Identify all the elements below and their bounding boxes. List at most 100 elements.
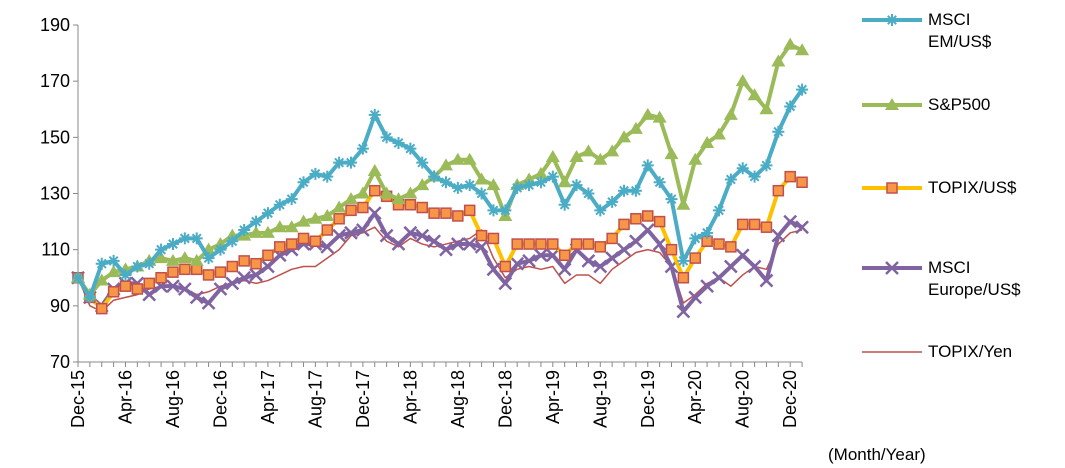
marker bbox=[628, 121, 643, 134]
marker bbox=[142, 287, 157, 302]
marker bbox=[451, 181, 464, 194]
y-tick-label: 190 bbox=[40, 15, 70, 35]
marker bbox=[154, 251, 169, 264]
marker bbox=[713, 238, 725, 250]
marker bbox=[415, 228, 430, 243]
x-tick-label: Apr-18 bbox=[400, 370, 420, 424]
x-tick-label: Aug-19 bbox=[590, 370, 610, 428]
marker bbox=[344, 192, 359, 205]
marker bbox=[747, 88, 762, 101]
marker bbox=[450, 237, 465, 251]
x-tick-label: Dec-15 bbox=[68, 370, 88, 428]
marker bbox=[238, 224, 251, 237]
marker bbox=[523, 179, 536, 192]
marker bbox=[475, 229, 488, 242]
marker bbox=[285, 238, 298, 250]
marker bbox=[285, 193, 298, 206]
marker bbox=[415, 178, 430, 191]
marker bbox=[177, 282, 192, 296]
marker bbox=[379, 186, 394, 199]
marker bbox=[474, 172, 489, 185]
marker bbox=[725, 241, 737, 253]
marker bbox=[557, 262, 572, 277]
marker bbox=[570, 179, 583, 192]
marker bbox=[416, 201, 428, 214]
marker bbox=[772, 184, 785, 197]
marker bbox=[759, 273, 774, 288]
marker bbox=[131, 260, 144, 273]
marker bbox=[178, 232, 191, 245]
marker bbox=[771, 228, 786, 243]
marker bbox=[226, 235, 239, 248]
marker bbox=[534, 248, 548, 263]
marker bbox=[499, 260, 512, 273]
marker bbox=[333, 213, 345, 225]
marker bbox=[332, 228, 347, 243]
marker bbox=[617, 130, 632, 143]
marker bbox=[665, 193, 678, 206]
marker bbox=[83, 291, 96, 304]
marker bbox=[487, 232, 500, 245]
marker bbox=[463, 204, 476, 217]
y-tick-label: 90 bbox=[50, 296, 70, 316]
marker bbox=[594, 241, 607, 253]
x-tick-label: Apr-20 bbox=[685, 370, 705, 424]
marker bbox=[119, 280, 132, 292]
marker bbox=[167, 266, 179, 278]
marker bbox=[284, 220, 299, 233]
marker bbox=[700, 135, 715, 148]
marker bbox=[143, 257, 156, 270]
marker bbox=[345, 156, 358, 169]
legend-label: TOPIX/Yen bbox=[928, 342, 1013, 361]
marker bbox=[438, 158, 453, 171]
legend-label: MSCI EM/US$ bbox=[928, 10, 992, 51]
marker bbox=[605, 251, 620, 265]
x-tick-label: Apr-19 bbox=[543, 370, 563, 424]
marker bbox=[547, 238, 559, 250]
marker bbox=[166, 279, 180, 294]
marker bbox=[357, 201, 369, 214]
marker bbox=[581, 144, 596, 157]
marker bbox=[795, 43, 810, 56]
legend-marker bbox=[885, 98, 899, 110]
marker bbox=[594, 204, 607, 217]
marker bbox=[463, 179, 476, 192]
marker bbox=[380, 131, 393, 144]
marker bbox=[250, 215, 263, 228]
marker bbox=[475, 187, 488, 200]
marker bbox=[688, 290, 703, 305]
marker bbox=[190, 232, 203, 245]
marker bbox=[748, 170, 761, 183]
marker bbox=[652, 110, 667, 123]
marker bbox=[511, 238, 523, 250]
marker bbox=[593, 152, 608, 165]
marker bbox=[237, 270, 252, 285]
marker bbox=[677, 254, 690, 267]
marker bbox=[735, 74, 750, 87]
marker bbox=[701, 226, 714, 239]
marker bbox=[629, 234, 643, 249]
marker bbox=[155, 272, 167, 284]
marker bbox=[309, 235, 322, 247]
marker bbox=[131, 283, 144, 295]
marker bbox=[404, 198, 417, 211]
marker bbox=[106, 265, 121, 278]
marker bbox=[523, 238, 535, 250]
marker bbox=[416, 156, 429, 169]
marker bbox=[593, 259, 608, 274]
marker bbox=[166, 238, 179, 251]
marker bbox=[630, 213, 642, 225]
marker bbox=[403, 186, 418, 199]
marker bbox=[522, 254, 536, 268]
marker bbox=[94, 273, 109, 286]
x-tick-label: Apr-17 bbox=[258, 370, 278, 424]
marker bbox=[676, 304, 691, 319]
marker bbox=[653, 215, 666, 228]
x-tick-label: Aug-20 bbox=[733, 370, 753, 428]
x-tick-label: Dec-20 bbox=[780, 370, 800, 428]
marker bbox=[72, 271, 84, 284]
marker bbox=[772, 125, 785, 138]
marker bbox=[534, 176, 547, 189]
marker bbox=[321, 224, 334, 236]
marker bbox=[297, 176, 310, 189]
